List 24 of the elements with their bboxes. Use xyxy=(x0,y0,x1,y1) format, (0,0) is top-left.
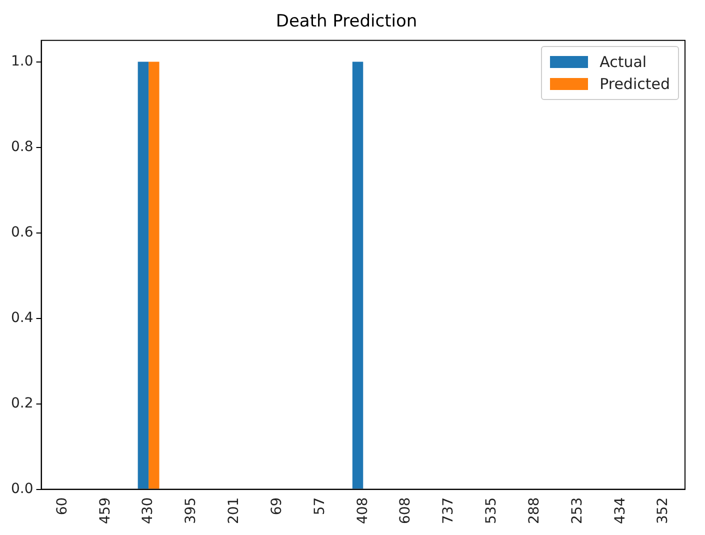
y-tick-label: 1.0 xyxy=(11,53,34,70)
y-tick-label: 0.4 xyxy=(11,310,34,326)
x-tick-label: 459 xyxy=(97,497,114,524)
x-tick-label: 288 xyxy=(526,497,542,524)
y-tick-label: 0.6 xyxy=(11,224,34,240)
y-tick-label: 0.2 xyxy=(11,395,34,412)
x-tick-label: 408 xyxy=(354,497,371,524)
y-tick-label: 0.0 xyxy=(11,480,34,497)
legend-label: Predicted xyxy=(600,74,670,96)
x-tick-label: 608 xyxy=(398,497,414,524)
x-tick-label: 737 xyxy=(440,497,457,524)
x-tick-label: 430 xyxy=(140,497,156,524)
x-tick-label: 57 xyxy=(312,497,328,516)
x-tick-label: 253 xyxy=(569,497,586,524)
x-tick-label: 201 xyxy=(226,497,242,524)
x-tick-label: 535 xyxy=(484,497,500,524)
chart-title: Death Prediction xyxy=(276,12,418,32)
y-tick-label: 0.8 xyxy=(11,138,34,155)
x-tick-label: 395 xyxy=(183,497,200,524)
x-tick-label: 69 xyxy=(268,497,285,516)
x-tick-label: 352 xyxy=(655,497,672,524)
x-tick-label: 434 xyxy=(612,497,628,524)
legend-label: Actual xyxy=(600,52,647,74)
x-tick-label: 60 xyxy=(54,497,70,516)
